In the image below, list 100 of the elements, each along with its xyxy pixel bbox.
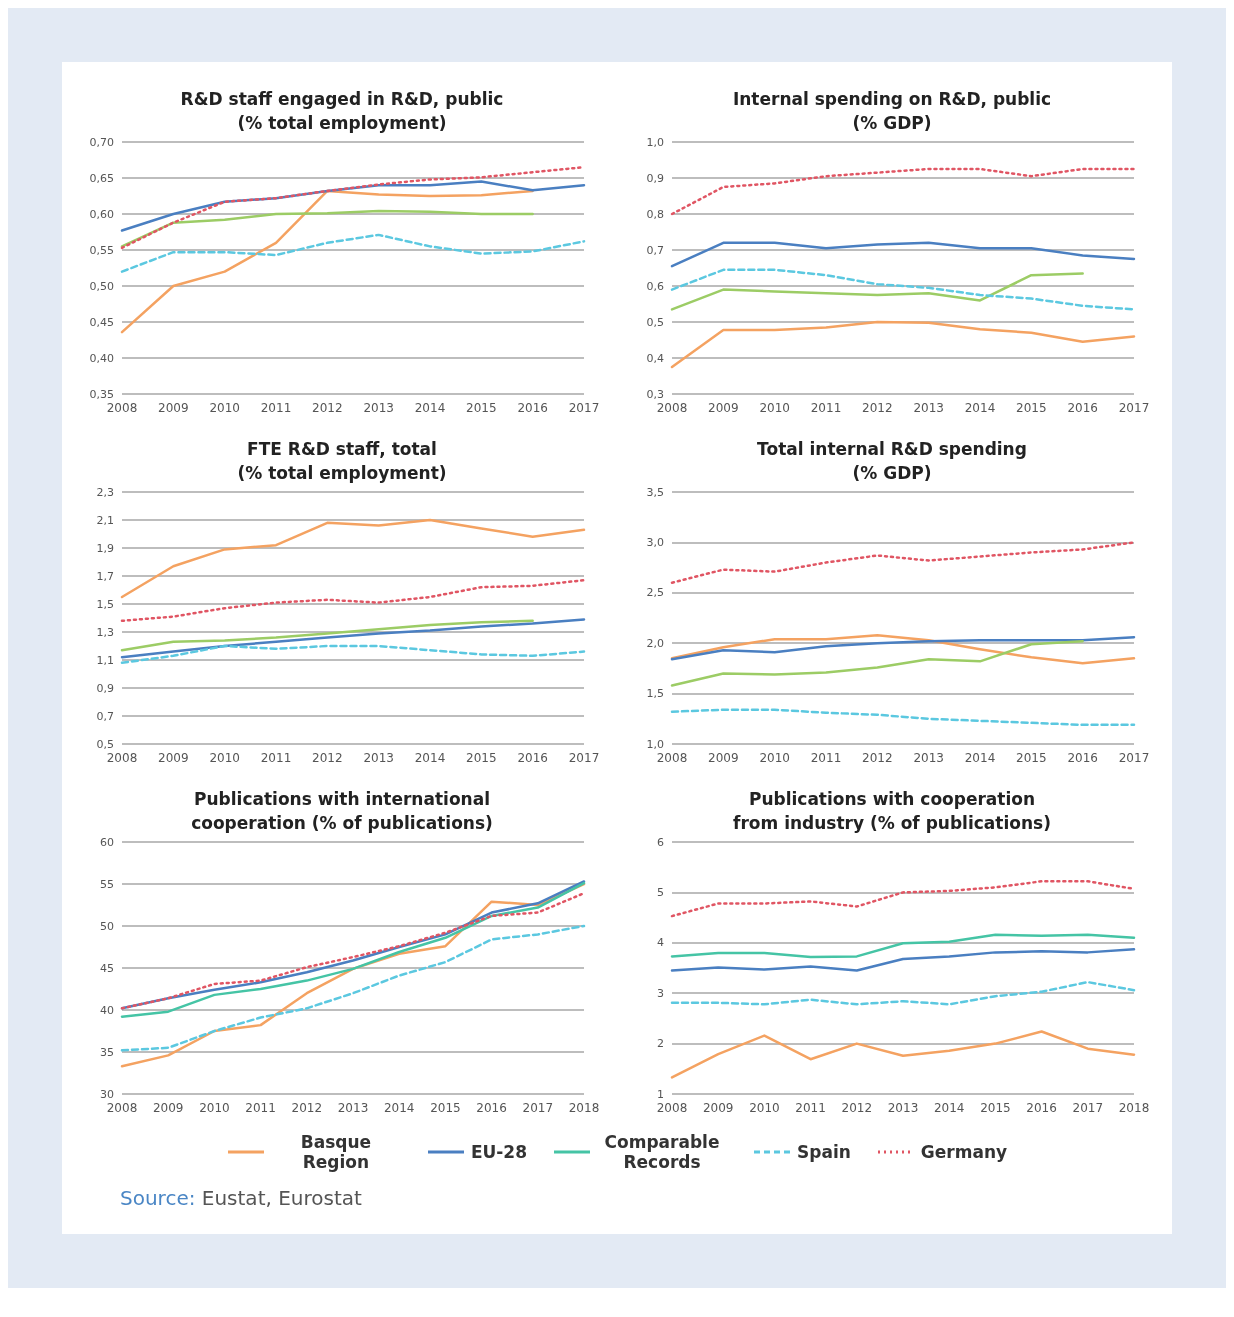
x-tick-label: 2010: [749, 1101, 780, 1115]
x-tick-label: 2017: [568, 751, 600, 765]
line-series: [120, 518, 586, 599]
x-tick-label: 2014: [414, 751, 446, 765]
x-tick-label: 2016: [1026, 1101, 1057, 1115]
y-tick-label: 2,0: [646, 636, 664, 650]
line-series: [120, 233, 586, 273]
y-tick-label: 0,7: [96, 709, 114, 723]
y-tick-label: 3: [657, 986, 664, 1000]
line-series: [670, 980, 1136, 1006]
line-series: [120, 619, 534, 652]
chart-title: Internal spending on R&D, public (% GDP): [732, 89, 1052, 133]
x-tick-label: 2018: [568, 1101, 600, 1115]
x-tick-label: 2010: [209, 401, 240, 415]
x-tick-label: 2013: [913, 401, 944, 415]
legend-label: Basque Region: [299, 1132, 373, 1172]
x-tick-label: 2013: [337, 1101, 369, 1115]
line-series: [670, 272, 1084, 311]
y-tick-label: 1,3: [96, 625, 114, 639]
y-tick-label: 3,0: [646, 535, 664, 549]
x-tick-label: 2013: [887, 1101, 919, 1115]
x-tick-label: 2017: [1118, 401, 1150, 415]
legend-label: Spain: [797, 1142, 851, 1162]
x-tick-label: 2012: [312, 751, 343, 765]
source-note: Source: Eustat, Eurostat: [120, 1186, 363, 1210]
line-series: [670, 541, 1136, 584]
x-tick-label: 2016: [1067, 401, 1098, 415]
x-tick-label: 2012: [862, 401, 893, 415]
y-tick-label: 2: [657, 1037, 664, 1051]
x-tick-label: 2009: [158, 751, 189, 765]
y-tick-label: 55: [100, 877, 114, 891]
line-series: [670, 1030, 1136, 1079]
y-tick-label: 0,6: [646, 279, 664, 293]
y-tick-label: 45: [100, 961, 114, 975]
x-tick-label: 2014: [933, 1101, 965, 1115]
x-tick-label: 2013: [363, 401, 394, 415]
y-tick-label: 1,0: [646, 737, 664, 751]
x-tick-label: 2012: [312, 401, 343, 415]
x-tick-label: 2008: [106, 751, 138, 765]
x-tick-label: 2009: [708, 751, 739, 765]
y-tick-label: 5: [657, 885, 664, 899]
x-tick-label: 2009: [702, 1101, 734, 1115]
chart-title: FTE R&D staff, total (% total employment): [237, 439, 447, 483]
line-series: [670, 241, 1136, 268]
x-tick-label: 2015: [1016, 751, 1047, 765]
x-tick-label: 2013: [363, 751, 394, 765]
x-tick-label: 2011: [810, 401, 842, 415]
y-tick-label: 0,65: [89, 171, 114, 185]
chart-title: Publications with international cooperation (% of publications): [191, 789, 493, 833]
x-tick-label: 2011: [795, 1101, 826, 1115]
line-series: [670, 167, 1136, 216]
y-tick-label: 0,5: [96, 737, 114, 751]
x-tick-label: 2010: [199, 1101, 230, 1115]
y-tick-label: 0,3: [646, 387, 664, 401]
line-series: [120, 644, 586, 665]
y-tick-label: 0,45: [89, 315, 114, 329]
x-tick-label: 2016: [476, 1101, 507, 1115]
line-series: [120, 189, 534, 334]
chart-title: Publications with cooperation from industry (% of publications): [733, 789, 1051, 833]
x-tick-label: 2011: [260, 401, 292, 415]
x-tick-label: 2010: [759, 751, 790, 765]
y-tick-label: 0,4: [646, 351, 664, 365]
y-tick-label: 0,7: [646, 243, 664, 257]
x-tick-label: 2008: [656, 401, 688, 415]
y-tick-label: 1,5: [96, 597, 114, 611]
y-tick-label: 3,5: [646, 485, 664, 499]
y-tick-label: 1,9: [96, 541, 114, 555]
x-tick-label: 2012: [291, 1101, 323, 1115]
x-tick-label: 2011: [245, 1101, 276, 1115]
line-series: [670, 948, 1136, 972]
x-tick-label: 2010: [759, 401, 790, 415]
y-tick-label: 2,1: [96, 513, 114, 527]
y-tick-label: 0,50: [89, 279, 114, 293]
y-tick-label: 40: [100, 1003, 114, 1017]
x-tick-label: 2017: [568, 401, 600, 415]
x-tick-label: 2012: [862, 751, 893, 765]
x-tick-label: 2008: [656, 1101, 688, 1115]
line-series: [120, 618, 586, 659]
y-tick-label: 35: [100, 1045, 114, 1059]
x-tick-label: 2017: [1072, 1101, 1104, 1115]
y-tick-label: 0,40: [89, 351, 114, 365]
x-tick-label: 2014: [383, 1101, 415, 1115]
y-tick-label: 0,8: [646, 207, 664, 221]
y-tick-label: 1,7: [96, 569, 114, 583]
x-tick-label: 2016: [517, 401, 548, 415]
line-series: [670, 268, 1136, 311]
x-tick-label: 2018: [1118, 1101, 1150, 1115]
line-series: [120, 578, 586, 623]
x-tick-label: 2012: [841, 1101, 873, 1115]
y-tick-label: 1,0: [646, 135, 664, 149]
x-tick-label: 2014: [964, 751, 996, 765]
x-tick-label: 2015: [466, 751, 497, 765]
x-tick-label: 2010: [209, 751, 240, 765]
y-tick-label: 60: [100, 835, 114, 849]
y-tick-label: 2,3: [96, 485, 114, 499]
line-series: [120, 924, 586, 1052]
y-tick-label: 1,5: [646, 687, 664, 701]
line-series: [670, 708, 1136, 727]
x-tick-label: 2017: [522, 1101, 554, 1115]
x-tick-label: 2014: [964, 401, 996, 415]
